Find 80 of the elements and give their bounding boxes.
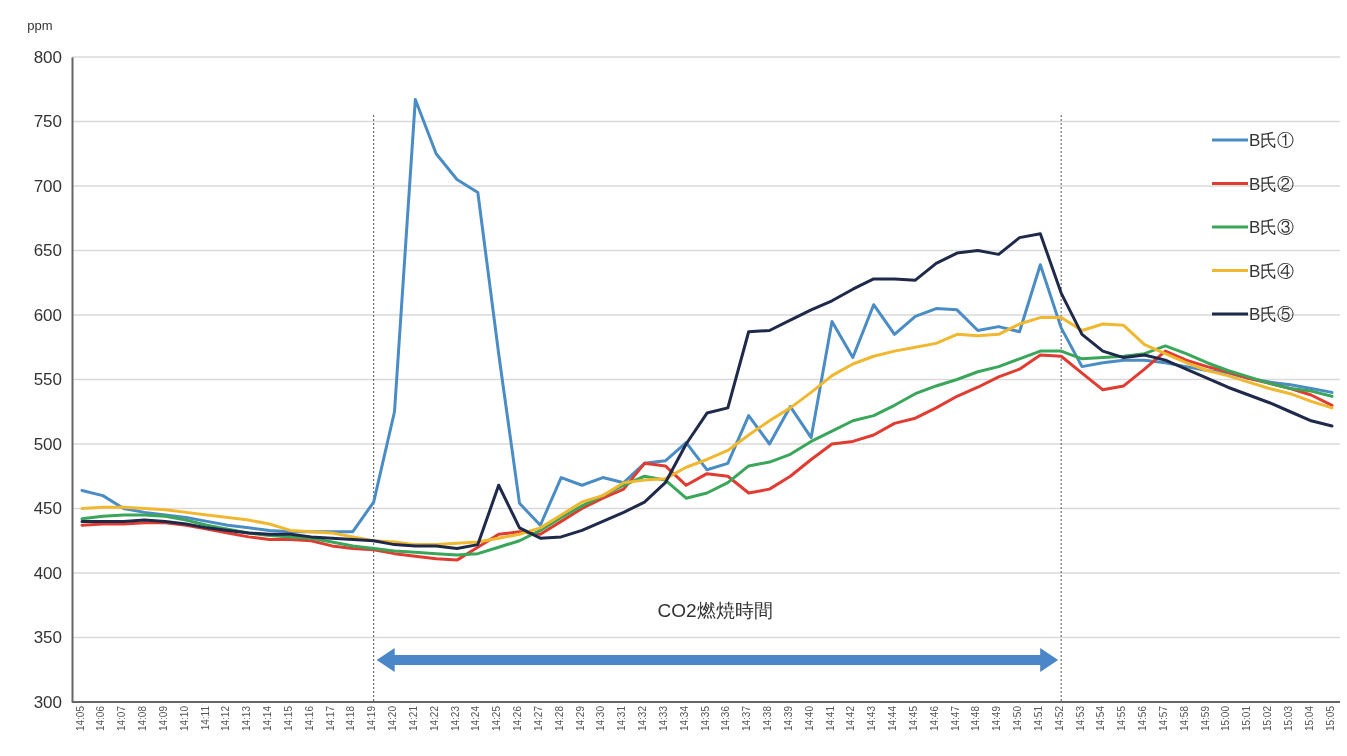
x-tick-label: 14:16 (303, 705, 315, 732)
x-tick-label: 14:38 (762, 705, 773, 732)
x-tick-label: 15:03 (1282, 705, 1294, 732)
x-tick-label: 14:26 (512, 705, 523, 732)
legend-label: B氏① (1249, 131, 1295, 150)
x-tick-label: 14:52 (1053, 705, 1065, 732)
y-tick-label: 550 (33, 370, 62, 390)
x-tick-label: 14:27 (532, 705, 544, 732)
x-tick-label: 14:20 (387, 705, 398, 732)
x-tick-label: 14:54 (1095, 705, 1107, 732)
x-tick-label: 14:08 (137, 705, 148, 732)
x-tick-label: 14:11 (199, 705, 211, 731)
x-tick-label: 14:35 (699, 705, 711, 732)
x-tick-label: 14:32 (637, 705, 648, 732)
x-tick-label: 14:14 (262, 705, 273, 732)
x-tick-label: 14:58 (1178, 705, 1190, 732)
x-tick-label: 14:50 (1012, 705, 1023, 732)
x-tick-label: 14:36 (720, 705, 732, 732)
y-tick-label: 350 (33, 628, 62, 648)
x-tick-label: 15:02 (1262, 705, 1273, 732)
x-tick-label: 14:09 (157, 705, 169, 732)
y-tick-label: 650 (33, 241, 62, 261)
y-tick-label: 600 (33, 305, 62, 325)
x-tick-label: 14:29 (574, 705, 586, 732)
x-tick-label: 14:41 (824, 705, 836, 732)
legend-label: B氏③ (1249, 218, 1295, 237)
x-tick-label: 14:12 (220, 705, 232, 732)
x-tick-label: 15:01 (1241, 705, 1253, 732)
x-tick-label: 14:33 (657, 705, 669, 732)
x-tick-label: 14:18 (345, 705, 357, 732)
x-tick-label: 14:46 (928, 705, 940, 732)
x-tick-label: 14:47 (949, 705, 961, 732)
x-tick-label: 14:45 (907, 705, 919, 732)
x-tick-label: 14:30 (595, 705, 607, 732)
legend-label: B氏② (1249, 174, 1295, 194)
x-tick-label: 14:40 (803, 705, 815, 732)
x-tick-label: 14:39 (782, 705, 794, 732)
x-tick-label: 15:05 (1324, 705, 1336, 732)
y-tick-label: 700 (33, 176, 62, 196)
x-tick-label: 14:34 (678, 705, 690, 732)
x-tick-label: 14:28 (553, 705, 565, 732)
y-tick-label: 400 (33, 563, 62, 583)
x-tick-label: 14:13 (241, 705, 253, 732)
y-tick-label: 450 (33, 499, 62, 519)
x-tick-label: 14:55 (1116, 705, 1128, 732)
x-tick-label: 14:15 (282, 705, 294, 732)
y-tick-label: 300 (33, 692, 62, 712)
legend-label: B氏⑤ (1249, 305, 1295, 324)
x-tick-label: 14:31 (616, 705, 628, 732)
y-tick-label: 750 (33, 112, 62, 132)
x-tick-label: 14:21 (407, 705, 419, 732)
x-tick-label: 14:24 (470, 705, 482, 732)
x-tick-label: 14:44 (887, 705, 898, 732)
x-tick-label: 14:07 (116, 705, 128, 732)
x-tick-label: 14:19 (366, 705, 378, 732)
x-tick-label: 14:57 (1157, 705, 1169, 732)
x-tick-label: 14:37 (741, 705, 753, 732)
x-tick-label: 14:06 (95, 705, 107, 732)
x-tick-label: 14:23 (449, 705, 461, 732)
x-tick-label: 14:56 (1137, 705, 1148, 732)
x-tick-label: 14:49 (991, 705, 1003, 732)
y-tick-label: 500 (33, 434, 62, 454)
x-tick-label: 14:53 (1074, 705, 1086, 732)
x-tick-label: 14:22 (428, 705, 440, 732)
line-series (80, 98, 1334, 534)
x-tick-label: 15:00 (1220, 705, 1232, 732)
y-tick-label: 800 (33, 47, 62, 67)
legend-label: B氏④ (1249, 261, 1295, 281)
y-axis-title: ppm (27, 18, 53, 33)
x-tick-label: 14:59 (1199, 705, 1211, 732)
x-tick-label: 14:51 (1032, 705, 1044, 732)
x-tick-label: 14:10 (178, 705, 190, 732)
x-tick-label: 14:43 (866, 705, 878, 732)
x-tick-label: 14:25 (491, 705, 503, 732)
x-tick-label: 14:48 (970, 705, 982, 732)
x-tick-label: 14:42 (845, 705, 857, 732)
x-tick-label: 14:17 (324, 705, 336, 732)
x-tick-label: 15:04 (1303, 705, 1315, 732)
x-tick-label: 14:05 (74, 705, 86, 732)
annotation: CO2燃焼時間 (657, 600, 773, 621)
